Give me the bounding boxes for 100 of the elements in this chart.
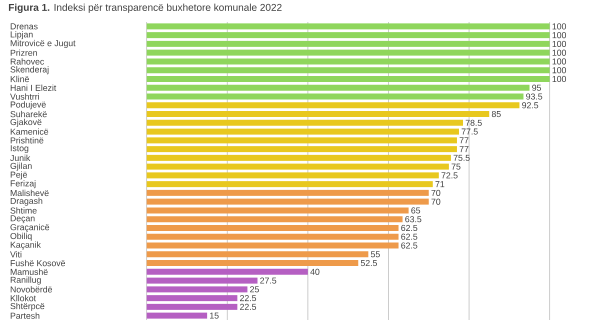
y-tick-label: Junik [10, 154, 30, 162]
data-label: 100 [552, 58, 566, 65]
data-label: 100 [552, 50, 566, 56]
data-label: 75 [452, 164, 460, 170]
y-tick-label: Graçanicë [10, 224, 50, 232]
y-tick-label: Lipjan [10, 31, 33, 40]
data-label: 55 [370, 251, 380, 258]
bar [146, 32, 550, 38]
bar [146, 146, 457, 152]
bar [146, 268, 308, 275]
data-label: 15 [210, 312, 219, 319]
bar [146, 198, 429, 205]
bar [146, 94, 524, 100]
data-label: 62.5 [401, 242, 418, 249]
bar [146, 84, 530, 91]
data-label: 93.5 [526, 93, 542, 100]
y-tick-label: Obiliq [10, 232, 32, 241]
data-label: 100 [552, 23, 566, 30]
bar [146, 172, 439, 178]
bar [146, 128, 459, 135]
y-tick-label: Dragash [10, 198, 42, 206]
y-tick-label: Drenas [10, 23, 38, 30]
y-tick-label: Shtime [10, 207, 37, 214]
data-label: 100 [552, 40, 566, 47]
bar [146, 50, 550, 56]
bar [146, 76, 550, 82]
bar [146, 164, 449, 170]
y-tick-label: Shtërpcë [10, 302, 44, 311]
y-tick-label: Fushë Kosovë [10, 260, 66, 266]
y-tick-label: Prishtinë [10, 137, 44, 144]
data-label: 71 [436, 181, 444, 188]
y-tick-label: Rahovec [10, 58, 44, 65]
bar [146, 67, 550, 74]
data-label: 85 [492, 110, 501, 118]
y-tick-label: Skenderaj [10, 66, 48, 74]
bar [146, 260, 358, 266]
data-label: 63.5 [405, 216, 422, 222]
bar [146, 278, 258, 284]
data-label: 100 [552, 67, 566, 74]
bar [146, 190, 429, 196]
y-tick-label: Kllokot [10, 294, 36, 302]
data-label: 100 [552, 76, 566, 82]
y-tick-label: Kamenicë [10, 128, 48, 135]
y-tick-label: Ferizaj [10, 180, 36, 188]
data-label: 22.5 [240, 304, 256, 310]
bar [146, 40, 550, 47]
bar [146, 58, 550, 64]
chart-title: Figura 1. Indeksi për transparencë buxhetore komunale 2022 [8, 4, 282, 13]
bar [146, 102, 520, 108]
data-label: 95 [532, 84, 542, 91]
y-tick-label: Klinë [10, 76, 29, 82]
data-label: 92.5 [522, 102, 538, 108]
bar [146, 207, 409, 214]
y-tick-label: Istog [10, 145, 28, 153]
y-tick-label: Vushtrri [10, 93, 39, 100]
data-label: 70 [431, 198, 440, 205]
y-tick-label: Malishevë [10, 190, 49, 196]
y-tick-label: Gjilan [10, 162, 32, 171]
bar [146, 23, 550, 30]
data-label: 22.5 [240, 295, 256, 302]
bar [146, 242, 399, 249]
data-label: 62.5 [401, 234, 418, 240]
data-label: 70 [431, 190, 440, 196]
bar [146, 137, 457, 144]
bar [146, 224, 399, 231]
data-label: 65 [411, 207, 420, 214]
bar [146, 251, 368, 258]
bar [146, 286, 248, 292]
y-tick-label: Deçan [10, 215, 35, 224]
bar [146, 120, 464, 126]
bar [146, 234, 399, 240]
bar [146, 154, 451, 161]
bar [146, 181, 433, 188]
data-label: 27.5 [260, 278, 276, 284]
data-label: 100 [552, 32, 566, 38]
data-label: 72.5 [442, 172, 458, 178]
y-tick-label: Mitrovicë e Jugut [10, 40, 76, 48]
y-tick-label: Viti [10, 251, 22, 258]
data-label: 25 [250, 286, 259, 292]
bar [146, 312, 208, 319]
data-label: 78.5 [466, 120, 482, 126]
y-tick-label: Pejë [10, 171, 27, 180]
data-label: 77.5 [462, 128, 478, 135]
bar [146, 304, 238, 310]
data-label: 77 [460, 137, 468, 144]
y-tick-label: Hani I Elezit [10, 84, 56, 91]
bar [146, 111, 490, 118]
y-tick-label: Prizren [10, 50, 37, 56]
y-tick-label: Partesh [10, 312, 40, 319]
data-label: 77 [460, 146, 468, 152]
bar [146, 295, 238, 302]
y-tick-label: Novobërdë [10, 286, 52, 293]
data-label: 52.5 [360, 260, 378, 266]
y-tick-label: Podujevë [10, 101, 46, 110]
data-label: 40 [310, 268, 320, 275]
bar [146, 216, 403, 222]
y-tick-label: Suharekë [10, 110, 47, 118]
y-tick-label: Gjakovë [10, 118, 42, 127]
data-label: 62.5 [401, 224, 418, 232]
y-tick-label: Mamushë [10, 268, 48, 275]
